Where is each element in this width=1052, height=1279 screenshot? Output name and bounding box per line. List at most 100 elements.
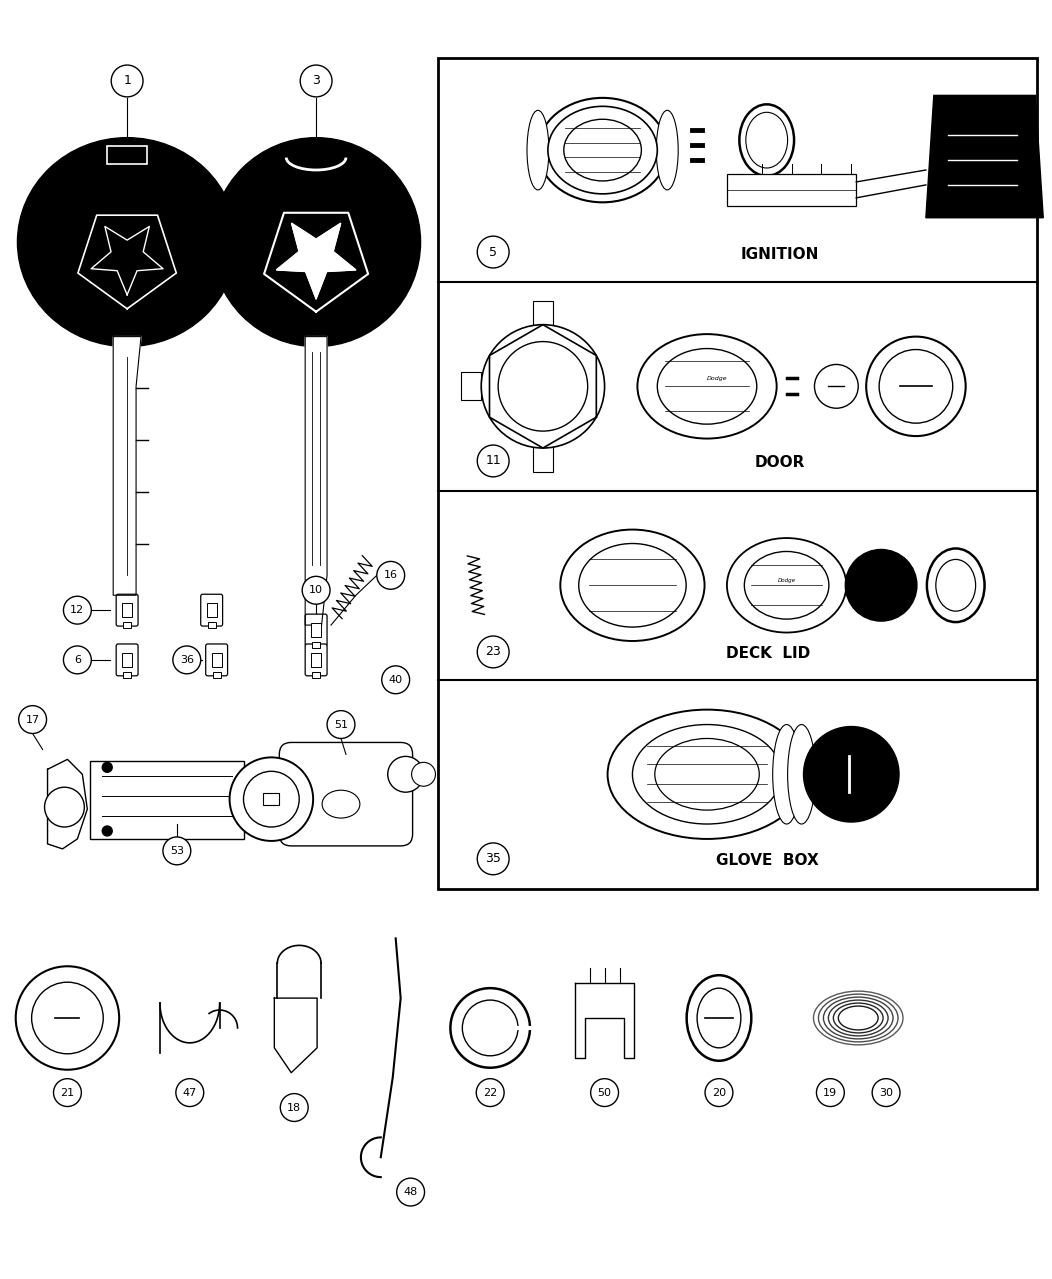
Text: 19: 19 bbox=[824, 1087, 837, 1097]
Circle shape bbox=[804, 726, 899, 822]
Text: 5: 5 bbox=[489, 246, 498, 258]
Text: 6: 6 bbox=[74, 655, 81, 665]
Bar bbox=[312, 642, 320, 648]
Circle shape bbox=[814, 365, 858, 408]
Ellipse shape bbox=[608, 710, 807, 839]
Circle shape bbox=[32, 982, 103, 1054]
Circle shape bbox=[63, 646, 92, 674]
Bar bbox=[123, 671, 132, 678]
Ellipse shape bbox=[727, 538, 846, 633]
Text: 20: 20 bbox=[712, 1087, 726, 1097]
FancyBboxPatch shape bbox=[201, 595, 223, 627]
Circle shape bbox=[280, 1094, 308, 1122]
Circle shape bbox=[478, 843, 509, 875]
Bar bbox=[311, 623, 321, 637]
Ellipse shape bbox=[772, 724, 801, 824]
Ellipse shape bbox=[927, 549, 985, 622]
Bar bbox=[122, 604, 133, 618]
Bar bbox=[206, 604, 217, 618]
Polygon shape bbox=[277, 224, 356, 299]
Circle shape bbox=[243, 771, 299, 828]
Polygon shape bbox=[92, 226, 163, 295]
Circle shape bbox=[102, 826, 113, 836]
Ellipse shape bbox=[658, 349, 756, 425]
Text: GLOVE  BOX: GLOVE BOX bbox=[716, 853, 820, 868]
Ellipse shape bbox=[211, 138, 421, 347]
Bar bbox=[107, 146, 147, 164]
Text: 22: 22 bbox=[483, 1087, 498, 1097]
FancyBboxPatch shape bbox=[116, 595, 138, 627]
Circle shape bbox=[879, 349, 953, 423]
Bar bbox=[263, 793, 280, 804]
Text: Dodge: Dodge bbox=[777, 578, 795, 583]
Bar bbox=[123, 622, 132, 628]
Polygon shape bbox=[47, 760, 87, 849]
Bar bbox=[122, 652, 133, 666]
FancyBboxPatch shape bbox=[305, 643, 327, 675]
Circle shape bbox=[112, 65, 143, 97]
Text: 18: 18 bbox=[287, 1102, 301, 1113]
Text: 48: 48 bbox=[404, 1187, 418, 1197]
Bar bbox=[439, 58, 1037, 889]
Bar bbox=[207, 622, 216, 628]
Bar bbox=[311, 652, 321, 666]
Circle shape bbox=[173, 646, 201, 674]
Bar bbox=[213, 671, 221, 678]
Bar bbox=[533, 444, 553, 472]
Text: 10: 10 bbox=[309, 586, 323, 595]
Text: 53: 53 bbox=[169, 845, 184, 856]
Circle shape bbox=[16, 966, 119, 1069]
Text: 40: 40 bbox=[388, 675, 403, 684]
Circle shape bbox=[499, 341, 588, 431]
Circle shape bbox=[163, 836, 190, 865]
Circle shape bbox=[481, 325, 605, 448]
Circle shape bbox=[302, 577, 330, 604]
Circle shape bbox=[478, 445, 509, 477]
Ellipse shape bbox=[579, 544, 686, 627]
Text: Dodge: Dodge bbox=[707, 376, 727, 381]
Circle shape bbox=[477, 1078, 504, 1106]
Ellipse shape bbox=[548, 106, 658, 194]
Circle shape bbox=[229, 757, 313, 840]
Ellipse shape bbox=[564, 119, 642, 180]
Ellipse shape bbox=[687, 975, 751, 1060]
FancyBboxPatch shape bbox=[116, 643, 138, 675]
Circle shape bbox=[846, 550, 917, 622]
Text: 3: 3 bbox=[312, 74, 320, 87]
Polygon shape bbox=[275, 998, 317, 1073]
Ellipse shape bbox=[654, 738, 760, 810]
Circle shape bbox=[705, 1078, 733, 1106]
Circle shape bbox=[102, 762, 113, 773]
Ellipse shape bbox=[632, 724, 782, 824]
Text: 50: 50 bbox=[598, 1087, 611, 1097]
Text: 16: 16 bbox=[384, 570, 398, 581]
Circle shape bbox=[300, 65, 332, 97]
Text: 23: 23 bbox=[485, 646, 501, 659]
Circle shape bbox=[377, 561, 405, 590]
Text: 36: 36 bbox=[180, 655, 194, 665]
Ellipse shape bbox=[740, 105, 794, 177]
Circle shape bbox=[478, 237, 509, 269]
Ellipse shape bbox=[538, 98, 667, 202]
Circle shape bbox=[816, 1078, 845, 1106]
Polygon shape bbox=[574, 984, 634, 1058]
Circle shape bbox=[382, 666, 409, 693]
Circle shape bbox=[19, 706, 46, 733]
Ellipse shape bbox=[18, 138, 237, 347]
Circle shape bbox=[590, 1078, 619, 1106]
Text: 21: 21 bbox=[60, 1087, 75, 1097]
Bar bbox=[312, 671, 320, 678]
Circle shape bbox=[397, 1178, 425, 1206]
Text: 35: 35 bbox=[485, 852, 501, 866]
Ellipse shape bbox=[697, 989, 741, 1048]
Text: 11: 11 bbox=[485, 454, 501, 467]
Bar bbox=[533, 301, 553, 329]
Bar bbox=[90, 761, 244, 839]
Text: IGNITION: IGNITION bbox=[741, 247, 818, 261]
Ellipse shape bbox=[745, 551, 829, 619]
Ellipse shape bbox=[322, 790, 360, 819]
Circle shape bbox=[327, 711, 355, 738]
Ellipse shape bbox=[746, 113, 788, 168]
Ellipse shape bbox=[561, 530, 705, 641]
Circle shape bbox=[478, 636, 509, 668]
